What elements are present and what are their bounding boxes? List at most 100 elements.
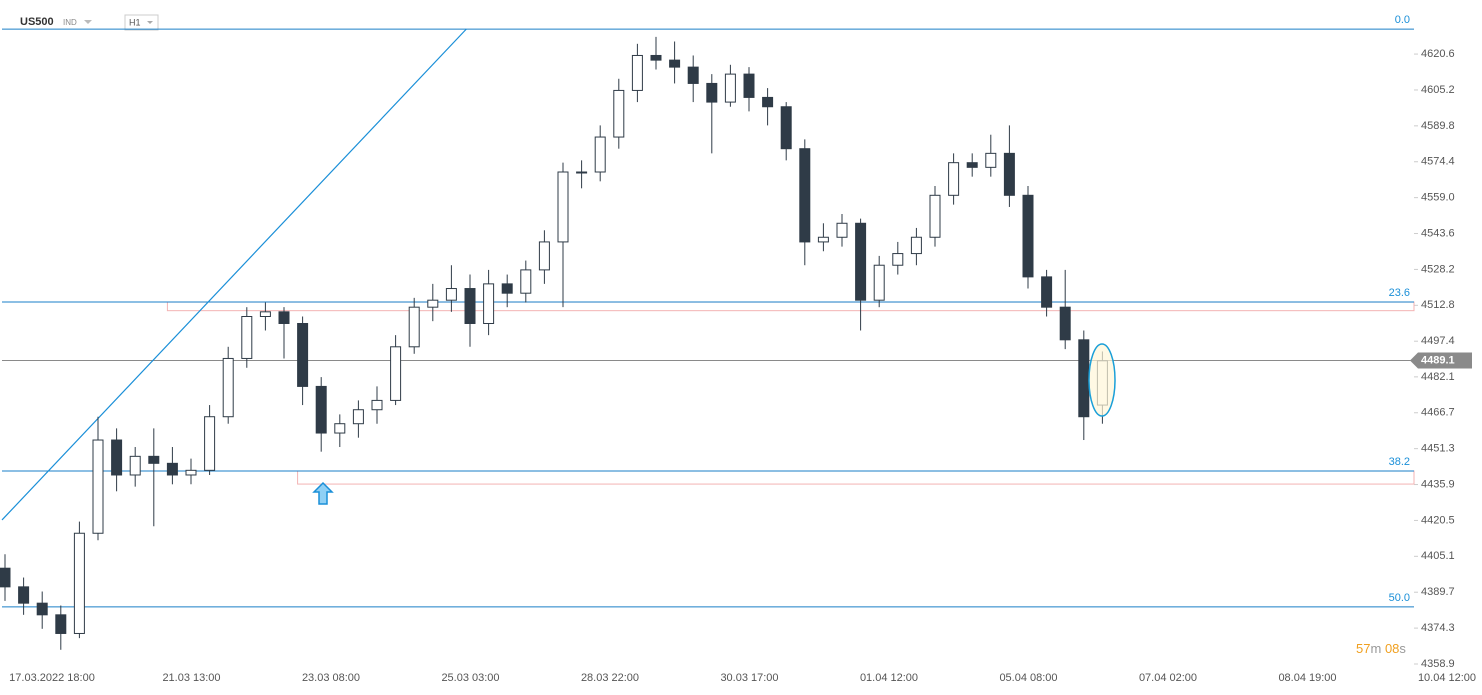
candle-body	[483, 283, 495, 324]
y-tick-label: 4374.3	[1421, 622, 1455, 634]
y-tick-label: 4497.4	[1421, 335, 1455, 347]
y-tick-label: 4574.4	[1421, 156, 1455, 168]
dropdown-arrow[interactable]	[147, 21, 153, 24]
fib-label: 0.0	[1395, 14, 1410, 26]
y-tick-label: 4435.9	[1421, 478, 1455, 490]
candle-body	[427, 299, 439, 308]
candle-body	[408, 306, 420, 348]
fib-label: 38.2	[1389, 456, 1410, 468]
candle-body	[724, 73, 736, 103]
candle-body	[464, 288, 476, 324]
candle-body	[557, 171, 569, 243]
candle-body	[278, 311, 290, 324]
countdown-minutes: 57	[1356, 641, 1370, 656]
candle-body	[241, 316, 253, 359]
y-tick-label: 4559.0	[1421, 192, 1455, 204]
candle-body	[892, 253, 904, 266]
fib-label: 23.6	[1389, 287, 1410, 299]
zone	[166, 301, 1415, 312]
y-tick-label: 4512.8	[1421, 299, 1455, 311]
x-tick-label: 05.04 08:00	[999, 672, 1057, 684]
timeframe[interactable]: H1	[129, 17, 141, 27]
candle-body	[352, 409, 364, 425]
candle-body	[166, 462, 178, 476]
candle-body	[576, 171, 588, 174]
y-tick-label: 4605.2	[1421, 84, 1455, 96]
x-tick-label: 08.04 19:00	[1278, 672, 1336, 684]
candle-body	[929, 194, 941, 238]
candle-body	[445, 288, 457, 301]
x-tick-label: 07.04 02:00	[1139, 672, 1197, 684]
candle-body	[855, 222, 867, 301]
candle-body	[315, 385, 327, 434]
candle-body	[297, 322, 309, 387]
candle-body	[743, 73, 755, 98]
x-tick-label: 10.04 12:00	[1418, 672, 1476, 684]
candle-body	[371, 399, 383, 411]
candle-body	[799, 148, 811, 243]
symbol[interactable]: US500	[20, 16, 54, 28]
candle-body	[148, 455, 160, 464]
candle-body	[706, 82, 718, 103]
x-tick-label: 17.03.2022 18:00	[9, 672, 95, 684]
market: IND	[63, 18, 77, 27]
y-tick-label: 4543.6	[1421, 227, 1455, 239]
countdown-unit: m	[1370, 641, 1381, 656]
current-price-tag	[1410, 352, 1472, 369]
candle-body	[966, 162, 978, 168]
candle-body	[111, 439, 123, 476]
y-tick-label: 4358.9	[1421, 658, 1455, 670]
candle-body	[613, 89, 625, 138]
candle-body	[669, 59, 681, 68]
candle-body	[538, 241, 550, 271]
candle-body	[520, 269, 532, 294]
candle-body	[817, 236, 829, 243]
candle-body	[687, 66, 699, 84]
y-tick-label: 4389.7	[1421, 586, 1455, 598]
candle-body	[129, 455, 141, 476]
candle-body	[1022, 194, 1034, 278]
candle-body	[985, 152, 997, 168]
y-tick-label: 4482.1	[1421, 371, 1455, 383]
candle-body	[18, 586, 30, 604]
trendline	[1, 28, 467, 521]
candle-body	[1059, 306, 1071, 341]
candle-body	[594, 136, 606, 173]
buy-arrow	[312, 481, 334, 505]
candle-body	[259, 311, 271, 318]
candle-body	[55, 614, 67, 634]
countdown-unit: s	[1399, 641, 1406, 656]
timeframe-box[interactable]	[124, 14, 159, 31]
y-tick-label: 4420.5	[1421, 514, 1455, 526]
x-tick-label: 25.03 03:00	[441, 672, 499, 684]
current-price-label: 4489.1	[1421, 354, 1455, 366]
x-tick-label: 30.03 17:00	[720, 672, 778, 684]
candle-body	[780, 106, 792, 150]
y-tick-label: 4528.2	[1421, 263, 1455, 275]
candle-body	[222, 357, 234, 418]
y-tick-label: 4405.1	[1421, 550, 1455, 562]
x-tick-label: 28.03 22:00	[581, 672, 639, 684]
candle-body	[92, 439, 104, 534]
fib-label: 50.0	[1389, 592, 1410, 604]
candle-body	[185, 469, 197, 476]
candle-body	[1078, 339, 1090, 418]
candle-body	[836, 222, 848, 238]
candle-body	[390, 346, 402, 401]
x-tick-label: 23.03 08:00	[302, 672, 360, 684]
x-tick-label: 21.03 13:00	[162, 672, 220, 684]
countdown: 57m 08s	[1356, 641, 1406, 656]
candle-body	[631, 54, 643, 91]
dropdown-arrow[interactable]	[84, 20, 92, 24]
y-tick-label: 4620.6	[1421, 48, 1455, 60]
highlight-ellipse	[1088, 343, 1116, 417]
candle-body	[873, 264, 885, 301]
y-tick-label: 4589.8	[1421, 120, 1455, 132]
candle-body	[1003, 152, 1015, 196]
y-tick-label: 4466.7	[1421, 407, 1455, 419]
candle-body	[650, 54, 662, 61]
candle-body	[73, 532, 85, 634]
candle-body	[204, 416, 216, 471]
x-tick-label: 01.04 12:00	[860, 672, 918, 684]
candle-body	[334, 423, 346, 434]
